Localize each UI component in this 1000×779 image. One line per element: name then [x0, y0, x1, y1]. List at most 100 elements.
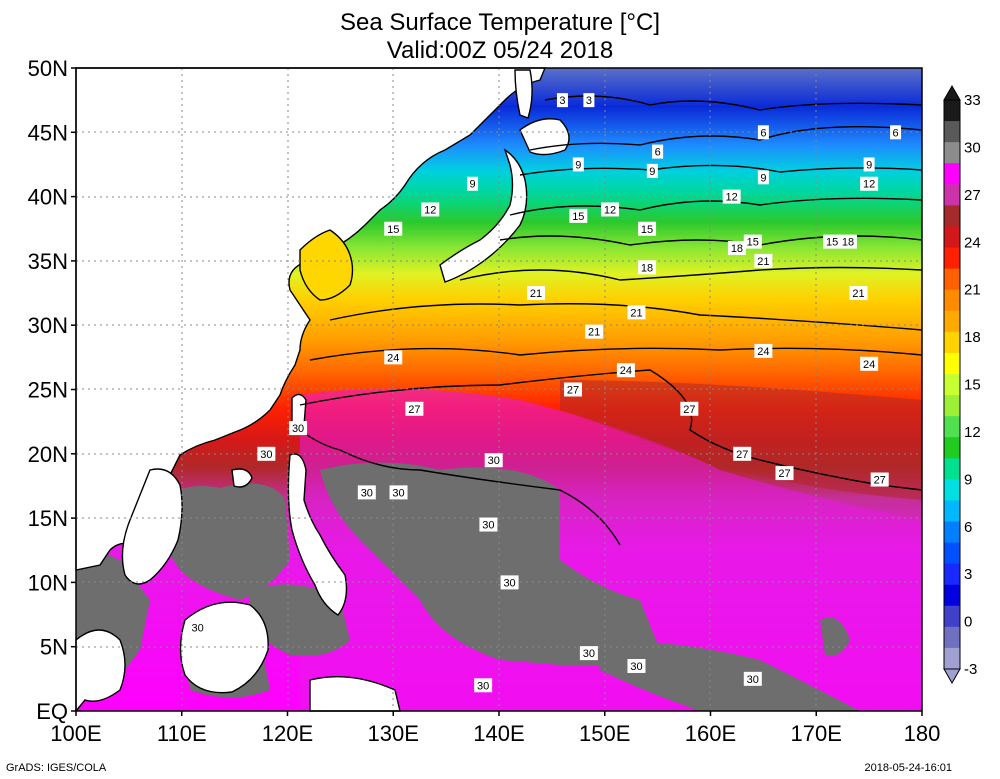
colorbar-segment: [944, 479, 960, 501]
contour-label-text: 30: [361, 487, 373, 499]
contour-label: 30: [484, 453, 503, 468]
korean-peninsula: [299, 229, 354, 301]
colorbar-segment: [944, 626, 960, 649]
contour-label-box: [500, 575, 519, 590]
contour-label-text: 30: [747, 674, 759, 686]
contour-label-box: [823, 234, 842, 249]
contour-label-box: [585, 324, 604, 339]
y-tick-label: 20N: [28, 442, 68, 467]
contour-label-box: [421, 202, 440, 217]
colorbar-segment: [944, 395, 960, 417]
colorbar-segment: [944, 289, 960, 312]
colorbar-label: 3: [964, 566, 972, 583]
colorbar-segment: [944, 521, 960, 544]
contour-label-box: [627, 658, 646, 673]
contour-label-text: 9: [866, 159, 872, 171]
contour-label-box: [289, 421, 308, 436]
y-tick-label: 5N: [40, 635, 68, 660]
colorbar-label: 6: [964, 519, 972, 536]
contour-label-box: [680, 401, 699, 416]
y-tick-label: 10N: [28, 570, 68, 595]
colorbar-label: 9: [964, 471, 972, 488]
contour-label-text: 9: [470, 179, 476, 191]
contour-label-text: 30: [392, 487, 404, 499]
contour-label-text: 30: [488, 455, 500, 467]
colorbar-frame: [943, 99, 961, 670]
contour-label-box: [357, 485, 376, 500]
contour-label: 24: [616, 363, 635, 378]
y-tick-label: 15N: [28, 506, 68, 531]
contour-label: 21: [754, 253, 773, 268]
y-tick-label: 45N: [28, 120, 68, 145]
contour-label-text: 18: [842, 237, 854, 249]
contour-label: 30: [188, 620, 207, 635]
contour-label: 12: [421, 202, 440, 217]
colorbar-segment: [944, 437, 960, 459]
contour-label: 21: [627, 305, 646, 320]
contour-label-box: [722, 189, 741, 204]
contour-label: 9: [757, 170, 769, 185]
contour-label-text: 30: [503, 577, 515, 589]
y-tick-label: 30N: [28, 313, 68, 338]
contour-label-box: [775, 466, 794, 481]
y-tick-label: 40N: [28, 185, 68, 210]
colorbar-segment: [944, 310, 960, 333]
contour-label-text: 24: [757, 346, 769, 358]
contour-label: 27: [775, 466, 794, 481]
y-tick-label: 25N: [28, 378, 68, 403]
contour-label-text: 6: [760, 127, 766, 139]
contour-label-text: 12: [726, 192, 738, 204]
colorbar-segment: [944, 226, 960, 249]
contour-label: 6: [757, 125, 769, 140]
colorbar-label: 0: [964, 614, 972, 631]
contour-label-box: [384, 350, 403, 365]
contour-label-text: 3: [586, 95, 592, 107]
contour-label-text: 27: [874, 475, 886, 487]
contour-label-box: [890, 125, 902, 140]
contour-label: 15: [638, 221, 657, 236]
x-axis: 100E 110E 120E 130E 140E 150E 160E 170E 180: [50, 711, 940, 746]
contour-label: 3: [583, 93, 595, 108]
colorbar-segment: [944, 100, 960, 122]
sakhalin: [514, 69, 533, 119]
contour-label-box: [757, 170, 769, 185]
contour-label: 9: [572, 157, 584, 172]
y-tick-label: 35N: [28, 249, 68, 274]
contour-label: 24: [384, 350, 403, 365]
colorbar-label: 27: [964, 187, 981, 204]
lat-lon-gridlines: [76, 68, 922, 711]
contour-label: 21: [585, 324, 604, 339]
contour-label-box: [527, 286, 546, 301]
contour-label-text: 18: [731, 243, 743, 255]
contour-label-box: [860, 356, 879, 371]
contour-label-text: 21: [757, 256, 769, 268]
contour-label-box: [727, 241, 746, 256]
contour-label-text: 9: [575, 159, 581, 171]
contour-label: 15: [569, 208, 588, 223]
colorbar-segment: [944, 542, 960, 565]
footer-credit: GrADS: IGES/COLA: [6, 762, 107, 774]
contour-label-box: [467, 176, 479, 191]
colorbar-label: 24: [964, 234, 981, 251]
contour-label: 30: [743, 671, 762, 686]
colorbar-label: 33: [964, 92, 981, 109]
contour-label: 18: [727, 241, 746, 256]
contour-label: 18: [638, 260, 657, 275]
contour-label-box: [754, 253, 773, 268]
y-axis: 50N 45N 40N 35N 30N 25N 20N 15N 10N 5N EQ: [28, 56, 76, 724]
colorbar-segment: [944, 121, 960, 143]
contour-label: 3: [556, 93, 568, 108]
contour-label: 30: [479, 517, 498, 532]
contour-label-text: 15: [572, 211, 584, 223]
contour-label-box: [743, 671, 762, 686]
contour-label-box: [583, 93, 595, 108]
contour-label-text: 9: [760, 172, 766, 184]
sumatra-malay: [75, 629, 126, 713]
contour-label-box: [484, 453, 503, 468]
contour-label: 30: [500, 575, 519, 590]
contour-label-box: [188, 620, 207, 635]
contour-label-box: [733, 446, 752, 461]
